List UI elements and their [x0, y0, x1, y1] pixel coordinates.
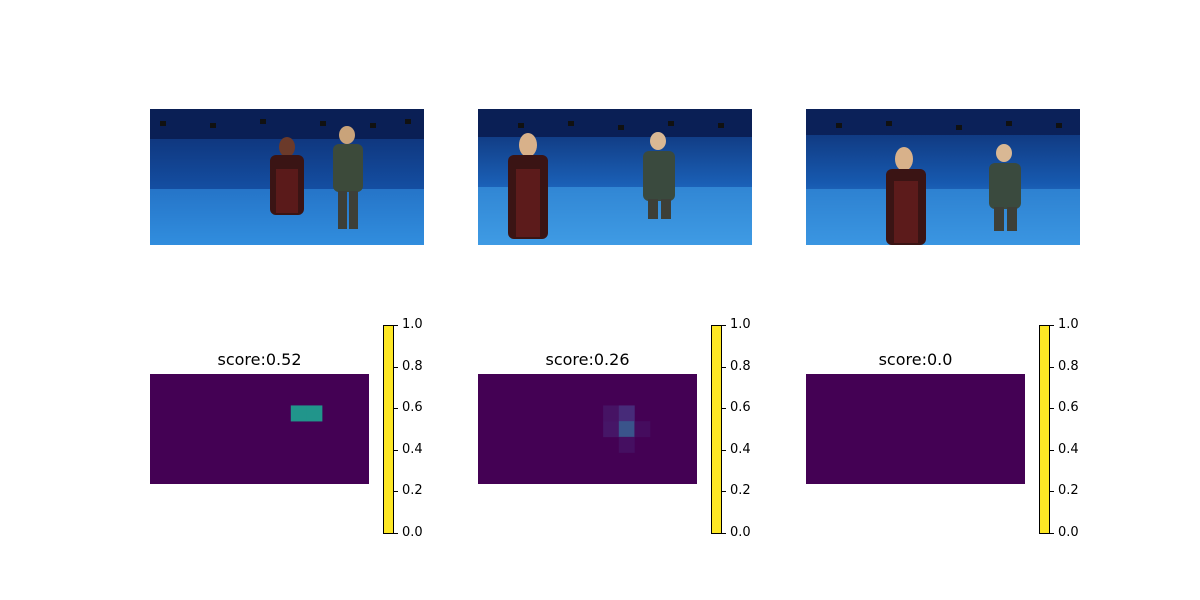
colorbar-tick — [394, 325, 398, 326]
heatmap-title-2: score:0.26 — [545, 350, 630, 369]
colorbar-tick-label: 0.0 — [1058, 525, 1079, 540]
colorbar-tick-label: 0.0 — [730, 525, 751, 540]
colorbar-1 — [383, 325, 394, 534]
heatmap-1 — [150, 374, 369, 484]
colorbar-tick-label: 0.4 — [730, 441, 751, 457]
heatmap-title-1: score:0.52 — [217, 350, 302, 369]
colorbar-tick — [722, 366, 726, 368]
colorbar-tick-label: 0.6 — [1058, 400, 1079, 416]
colorbar-tick — [394, 449, 398, 451]
colorbar-tick-label: 0.6 — [402, 400, 423, 416]
colorbar-tick — [722, 408, 726, 410]
colorbar-ticks-2: 0.0 0.2 0.4 0.6 0.8 1.0 — [722, 318, 762, 540]
colorbar-ticks-1: 0.0 0.2 0.4 0.6 0.8 1.0 — [394, 318, 434, 540]
colorbar-tick-label: 0.6 — [730, 400, 751, 416]
colorbar-tick — [722, 491, 726, 493]
colorbar-tick-label: 0.8 — [730, 358, 751, 374]
heatmap-cell — [603, 405, 620, 422]
colorbar-tick-label: 0.2 — [730, 483, 751, 499]
heatmap-2 — [478, 374, 697, 484]
heatmap-background — [150, 374, 369, 484]
colorbar-tick — [1050, 408, 1054, 410]
colorbar-tick-label: 0.0 — [402, 525, 423, 540]
colorbar-tick-label: 1.0 — [1058, 317, 1079, 332]
colorbar-tick — [1050, 449, 1054, 451]
camera-frame-1 — [150, 109, 424, 245]
colorbar-tick-label: 0.8 — [1058, 358, 1079, 374]
colorbar-ticks-3: 0.0 0.2 0.4 0.6 0.8 1.0 — [1050, 318, 1090, 540]
colorbar-tick — [1050, 325, 1054, 326]
heatmap-cell — [306, 405, 323, 422]
heatmap-cell — [290, 405, 307, 422]
colorbar-tick — [394, 408, 398, 410]
colorbar-tick — [1050, 533, 1054, 534]
colorbar-tick-label: 0.8 — [402, 358, 423, 374]
heatmap-cell — [603, 421, 620, 438]
colorbar-tick-label: 0.2 — [402, 483, 423, 499]
colorbar-tick-label: 0.2 — [1058, 483, 1079, 499]
heatmap-cell — [618, 405, 635, 422]
heatmap-cell — [618, 421, 635, 438]
colorbar-tick-label: 0.4 — [402, 441, 423, 457]
heatmap-3 — [806, 374, 1025, 484]
colorbar-tick-label: 1.0 — [402, 317, 423, 332]
heatmap-cell — [634, 421, 651, 438]
colorbar-tick — [394, 366, 398, 368]
colorbar-2 — [711, 325, 722, 534]
camera-frame-3 — [806, 109, 1080, 245]
colorbar-3 — [1039, 325, 1050, 534]
heatmap-background — [806, 374, 1025, 484]
colorbar-tick — [722, 449, 726, 451]
colorbar-tick — [722, 533, 726, 534]
colorbar-tick — [394, 491, 398, 493]
colorbar-tick-label: 0.4 — [1058, 441, 1079, 457]
heatmap-cell — [618, 436, 635, 453]
heatmap-title-3: score:0.0 — [878, 350, 953, 369]
colorbar-tick — [394, 533, 398, 534]
colorbar-tick — [1050, 366, 1054, 368]
heatmap-background — [478, 374, 697, 484]
colorbar-tick-label: 1.0 — [730, 317, 751, 332]
colorbar-tick — [1050, 491, 1054, 493]
colorbar-tick — [722, 325, 726, 326]
camera-frame-2 — [478, 109, 752, 245]
